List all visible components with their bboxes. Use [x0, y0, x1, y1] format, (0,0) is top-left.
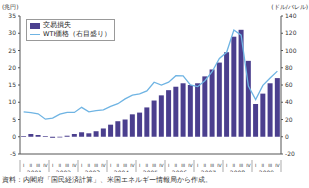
svg-text:III: III [239, 163, 243, 168]
svg-text:I: I [23, 163, 24, 168]
svg-text:20: 20 [285, 116, 293, 123]
svg-text:2008: 2008 [230, 169, 245, 172]
html-text:(ドル/バレル): (ドル/バレル) [271, 3, 308, 10]
svg-text:0: 0 [12, 133, 16, 140]
svg-text:2002: 2002 [56, 169, 71, 172]
svg-text:II: II [204, 163, 207, 168]
svg-text:IV: IV [217, 163, 222, 168]
svg-text:2004: 2004 [114, 169, 129, 172]
svg-text:30: 30 [8, 29, 16, 36]
svg-text:III: III [65, 163, 69, 168]
html-text:資料：内閣府「国民経済計算」、米国エネルギー情報局から作成。: 資料：内閣府「国民経済計算」、米国エネルギー情報局から作成。 [2, 176, 212, 184]
svg-text:III: III [94, 163, 98, 168]
svg-text:I: I [139, 163, 140, 168]
svg-text:III: III [268, 163, 272, 168]
html-text:(兆円): (兆円) [2, 3, 19, 10]
svg-text:10: 10 [8, 98, 16, 105]
svg-text:2005: 2005 [143, 169, 158, 172]
svg-text:I: I [52, 163, 53, 168]
svg-text:I: I [197, 163, 198, 168]
svg-text:-5: -5 [10, 150, 16, 157]
svg-text:I: I [226, 163, 227, 168]
svg-text:IV: IV [188, 163, 193, 168]
svg-text:II: II [262, 163, 265, 168]
svg-text:20: 20 [8, 64, 16, 71]
svg-text:100: 100 [285, 47, 297, 54]
svg-text:III: III [36, 163, 40, 168]
svg-text:80: 80 [285, 64, 293, 71]
svg-text:I: I [110, 163, 111, 168]
svg-text:2007: 2007 [201, 169, 216, 172]
html-text:WTI価格（右目盛り）: WTI価格（右目盛り） [43, 30, 112, 38]
svg-text:2006: 2006 [172, 169, 187, 172]
svg-text:IV: IV [275, 163, 280, 168]
svg-text:25: 25 [8, 47, 16, 54]
svg-text:15: 15 [8, 81, 16, 88]
svg-text:IV: IV [101, 163, 106, 168]
svg-text:IV: IV [72, 163, 77, 168]
svg-text:I: I [255, 163, 256, 168]
svg-text:II: II [88, 163, 91, 168]
svg-text:5: 5 [12, 116, 16, 123]
svg-text:60: 60 [285, 81, 293, 88]
svg-text:III: III [152, 163, 156, 168]
svg-text:II: II [175, 163, 178, 168]
svg-text:I: I [168, 163, 169, 168]
svg-text:II: II [233, 163, 236, 168]
svg-text:IV: IV [159, 163, 164, 168]
svg-text:II: II [30, 163, 33, 168]
svg-text:II: II [59, 163, 62, 168]
svg-text:IV: IV [43, 163, 48, 168]
svg-text:IV: IV [130, 163, 135, 168]
svg-text:2009: 2009 [259, 169, 274, 172]
svg-text:2003: 2003 [85, 169, 100, 172]
svg-text:III: III [181, 163, 185, 168]
svg-text:I: I [81, 163, 82, 168]
html-text:交易損失: 交易損失 [43, 21, 71, 29]
svg-text:III: III [210, 163, 214, 168]
svg-text:II: II [146, 163, 149, 168]
svg-text:0: 0 [285, 133, 289, 140]
svg-text:40: 40 [285, 98, 293, 105]
svg-text:2001: 2001 [27, 169, 42, 172]
svg-text:-20: -20 [285, 150, 295, 157]
svg-text:III: III [123, 163, 127, 168]
svg-text:II: II [117, 163, 120, 168]
svg-text:120: 120 [285, 29, 297, 36]
svg-text:35: 35 [8, 12, 16, 19]
svg-text:140: 140 [285, 12, 297, 19]
svg-text:IV: IV [246, 163, 251, 168]
